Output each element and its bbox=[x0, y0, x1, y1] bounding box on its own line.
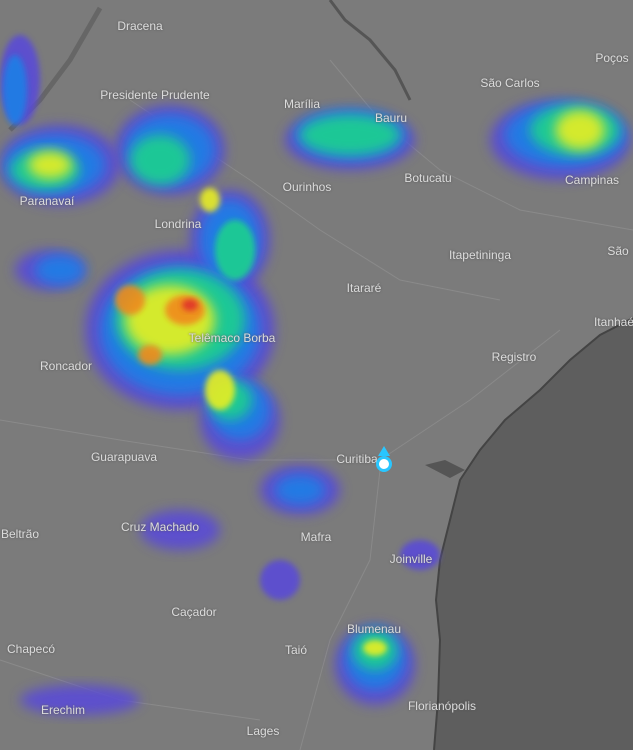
city-label: Florianópolis bbox=[407, 699, 477, 713]
radar-echo-intense bbox=[165, 295, 205, 325]
city-label: Telêmaco Borba bbox=[188, 331, 276, 345]
radar-echoes bbox=[0, 35, 630, 715]
radar-echo-weak bbox=[20, 685, 140, 715]
radar-echo-weak bbox=[400, 540, 440, 570]
city-label: Joinville bbox=[389, 552, 433, 566]
city-label: Ourinhos bbox=[282, 180, 332, 194]
city-label: Marília bbox=[283, 97, 321, 111]
radar-echo-heavy bbox=[363, 640, 387, 656]
city-label: Londrina bbox=[154, 217, 202, 231]
radar-echo-intense bbox=[115, 285, 145, 315]
city-label: Lages bbox=[246, 724, 280, 738]
radar-echo-moderate bbox=[130, 135, 190, 185]
coastline bbox=[433, 317, 633, 750]
city-label: Erechim bbox=[40, 703, 86, 717]
city-label: Cruz Machado bbox=[120, 520, 200, 534]
radar-echo-light bbox=[3, 55, 27, 125]
city-label: Dracena bbox=[117, 19, 163, 33]
location-marker-icon[interactable] bbox=[376, 456, 392, 472]
city-label: Registro bbox=[491, 350, 537, 364]
city-label: Campinas bbox=[564, 173, 620, 187]
city-label: Beltrão bbox=[0, 527, 40, 541]
city-label: Itararé bbox=[346, 281, 382, 295]
radar-echo-intense bbox=[138, 345, 162, 365]
heading-arrow-icon bbox=[378, 446, 390, 456]
city-label: Caçador bbox=[171, 605, 217, 619]
city-label: Roncador bbox=[39, 359, 93, 373]
bay bbox=[425, 460, 465, 478]
city-label: Itanhaé bbox=[593, 315, 633, 329]
radar-echo-heavy bbox=[28, 151, 72, 179]
city-label: Taió bbox=[284, 643, 308, 657]
city-label: Presidente Prudente bbox=[100, 88, 210, 102]
city-label: Bauru bbox=[374, 111, 408, 125]
city-label: Poços bbox=[595, 51, 629, 65]
city-label: São bbox=[607, 244, 629, 258]
city-label: Itapetininga bbox=[448, 248, 512, 262]
radar-echo-moderate bbox=[215, 220, 255, 280]
radar-echo-moderate bbox=[300, 115, 400, 155]
city-label: Guarapuava bbox=[90, 450, 158, 464]
city-label: Botucatu bbox=[404, 171, 452, 185]
radar-echo-heavy bbox=[205, 370, 235, 410]
city-label: Mafra bbox=[300, 530, 332, 544]
radar-echo-heavy bbox=[200, 188, 220, 212]
city-label: São Carlos bbox=[480, 76, 540, 90]
city-label: Chapecó bbox=[6, 642, 56, 656]
radar-echo-extreme bbox=[182, 299, 198, 311]
city-label: Curitiba bbox=[336, 452, 378, 466]
radar-echo-weak bbox=[140, 510, 220, 550]
radar-echo-light bbox=[35, 255, 85, 285]
city-label: Blumenau bbox=[346, 622, 402, 636]
city-label: Paranavaí bbox=[19, 194, 75, 208]
radar-echo-heavy bbox=[555, 110, 605, 150]
radar-echo-weak bbox=[260, 560, 300, 600]
radar-echo-light bbox=[275, 475, 325, 505]
river bbox=[328, 0, 412, 101]
